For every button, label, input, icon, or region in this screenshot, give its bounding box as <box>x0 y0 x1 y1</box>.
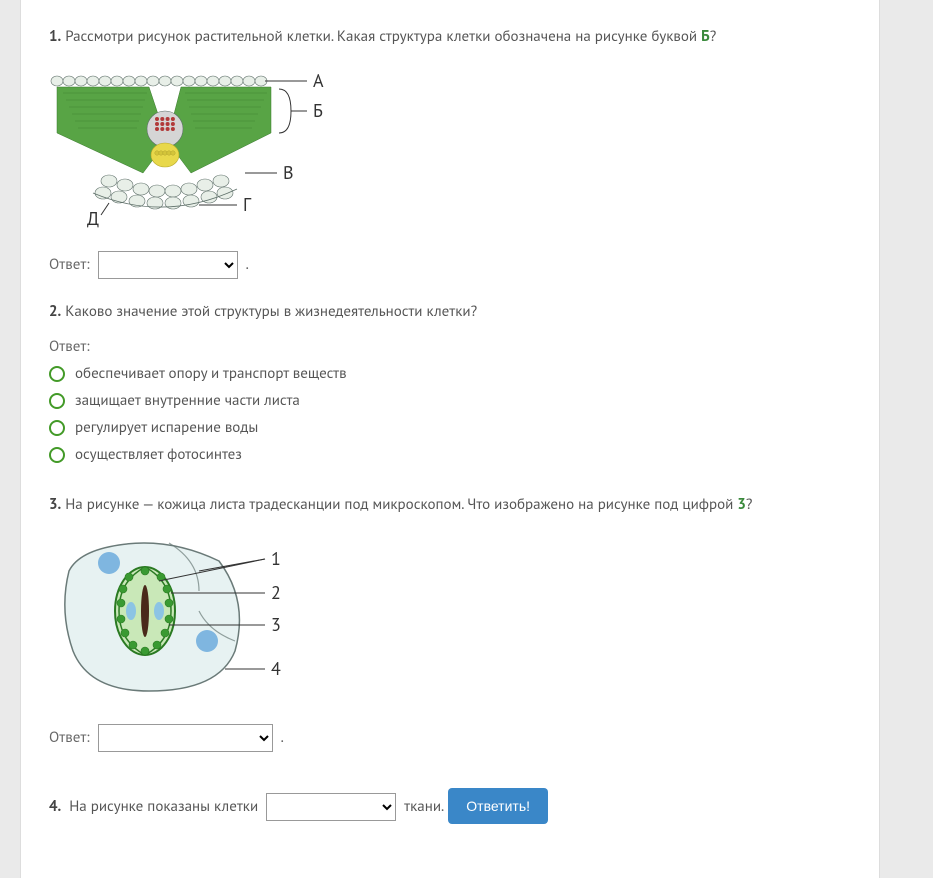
q4-select[interactable] <box>266 793 396 821</box>
q2-option-3[interactable]: регулирует испарение воды <box>49 418 851 437</box>
radio-icon <box>49 447 65 463</box>
svg-text:1: 1 <box>271 547 281 570</box>
question-1: 1. Рассмотри рисунок растительной клетки… <box>49 26 851 49</box>
q2-number: 2. <box>49 302 61 321</box>
q1-answer-label: Ответ: <box>49 255 90 274</box>
q4-number: 4. <box>49 796 61 819</box>
q1-select[interactable] <box>98 251 238 279</box>
svg-text:В: В <box>283 161 294 184</box>
radio-icon <box>49 366 65 382</box>
svg-text:Д: Д <box>87 207 99 230</box>
q3-highlight-digit: 3 <box>737 495 746 514</box>
q2-option-4[interactable]: осуществляет фотосинтез <box>49 445 851 464</box>
q2-option-2[interactable]: защищает внутренние части листа <box>49 391 851 410</box>
q1-period: . <box>246 255 249 274</box>
svg-text:Б: Б <box>313 99 323 122</box>
q2-options: обеспечивает опору и транспорт веществ з… <box>49 364 851 464</box>
svg-text:2: 2 <box>271 581 281 604</box>
svg-text:А: А <box>313 69 324 92</box>
q3-text-before: На рисунке — кожица листа традесканции п… <box>65 495 737 514</box>
q2-option-label: обеспечивает опору и транспорт веществ <box>75 364 347 383</box>
submit-button[interactable]: Ответить! <box>448 788 548 824</box>
radio-icon <box>49 420 65 436</box>
svg-text:3: 3 <box>271 613 281 636</box>
q2-answer-label: Ответ: <box>49 337 851 356</box>
q3-text-after: ? <box>746 495 753 514</box>
question-2: 2. Каково значение этой структуры в жизн… <box>49 301 851 324</box>
leaf-cross-section-diagram: АБ В Г Д <box>49 63 851 233</box>
q3-answer-row: Ответ: . <box>49 724 851 752</box>
svg-text:Г: Г <box>243 193 252 216</box>
q2-option-label: защищает внутренние части листа <box>75 391 300 410</box>
stomata-diagram: 1 2 3 4 <box>49 531 851 706</box>
question-4: 4. На рисунке показаны клетки ткани. <box>49 793 444 821</box>
q2-option-label: регулирует испарение воды <box>75 418 258 437</box>
q1-highlight-letter: Б <box>701 27 710 46</box>
q1-text-before: Рассмотри рисунок растительной клетки. К… <box>65 27 701 46</box>
question-3: 3. На рисунке — кожица листа традесканци… <box>49 494 851 517</box>
q2-option-label: осуществляет фотосинтез <box>75 445 242 464</box>
radio-icon <box>49 393 65 409</box>
q3-period: . <box>281 728 284 747</box>
page-container: 1. Рассмотри рисунок растительной клетки… <box>20 0 880 878</box>
q2-text: Каково значение этой структуры в жизнеде… <box>65 302 477 321</box>
q1-text-after: ? <box>710 27 717 46</box>
q3-answer-label: Ответ: <box>49 728 90 747</box>
q1-number: 1. <box>49 27 61 46</box>
q1-answer-row: Ответ: . <box>49 251 851 279</box>
q4-text-before: На рисунке показаны клетки <box>69 796 258 819</box>
q4-text-after: ткани. <box>404 796 444 819</box>
q3-select[interactable] <box>98 724 273 752</box>
svg-text:4: 4 <box>271 657 281 680</box>
q2-option-1[interactable]: обеспечивает опору и транспорт веществ <box>49 364 851 383</box>
q3-number: 3. <box>49 495 61 514</box>
